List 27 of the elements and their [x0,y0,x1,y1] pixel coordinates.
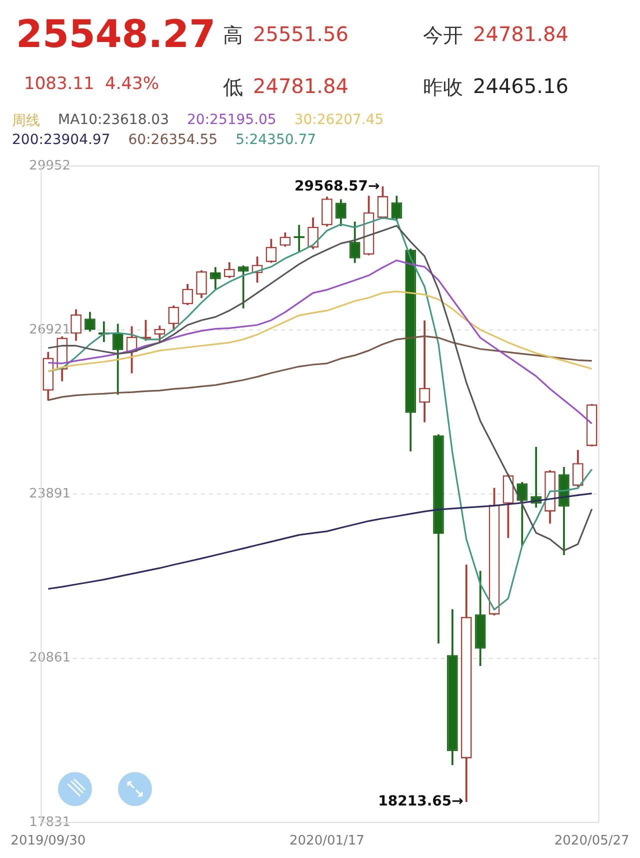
y-tick-label: 17831 [29,814,71,830]
text: 1083.11 [24,74,94,94]
y-tick-label: 26921 [29,322,71,338]
legend-title: 周线 [12,112,40,130]
x-tick-label: 2020/05/27 [554,834,630,849]
text: 低 [223,74,243,101]
text: 5:24350.77 [236,132,316,148]
text: 高 [223,22,243,49]
y-tick-label: 23891 [29,486,71,502]
text: 今开 [423,22,463,49]
text: 4.43% [105,74,160,94]
text: 60:26354.55 [128,132,218,148]
text: MA10:23618.03 [58,112,169,130]
x-tick-label: 2019/09/30 [10,834,86,849]
text: 200:23904.97 [12,132,110,148]
text: 25551.56 [253,22,348,46]
text: 24781.84 [473,22,568,46]
text: 20:25195.05 [187,112,276,130]
text: 24781.84 [253,74,348,98]
text: 30:26207.45 [294,112,384,130]
annotation: 18213.65→ [378,793,464,810]
y-tick-label: 20861 [29,650,71,666]
text: 24465.16 [473,74,568,98]
chart-title: 25548.27 [16,12,216,56]
x-tick-label: 2020/01/17 [290,834,364,849]
annotation: 29568.57→ [294,178,380,194]
text: 昨收 [423,74,463,101]
